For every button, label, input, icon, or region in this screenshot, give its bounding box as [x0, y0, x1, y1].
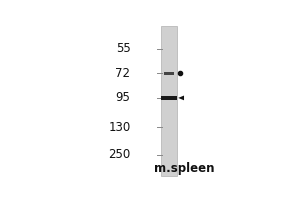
Text: 250: 250	[108, 148, 130, 161]
Text: 55: 55	[116, 42, 130, 55]
Bar	[164, 72, 173, 75]
Text: 72: 72	[116, 67, 130, 80]
Polygon shape	[178, 96, 184, 100]
Bar	[161, 96, 177, 100]
Bar	[161, 26, 177, 176]
Text: 95: 95	[116, 91, 130, 104]
Text: m.spleen: m.spleen	[154, 162, 214, 175]
Text: 130: 130	[108, 121, 130, 134]
